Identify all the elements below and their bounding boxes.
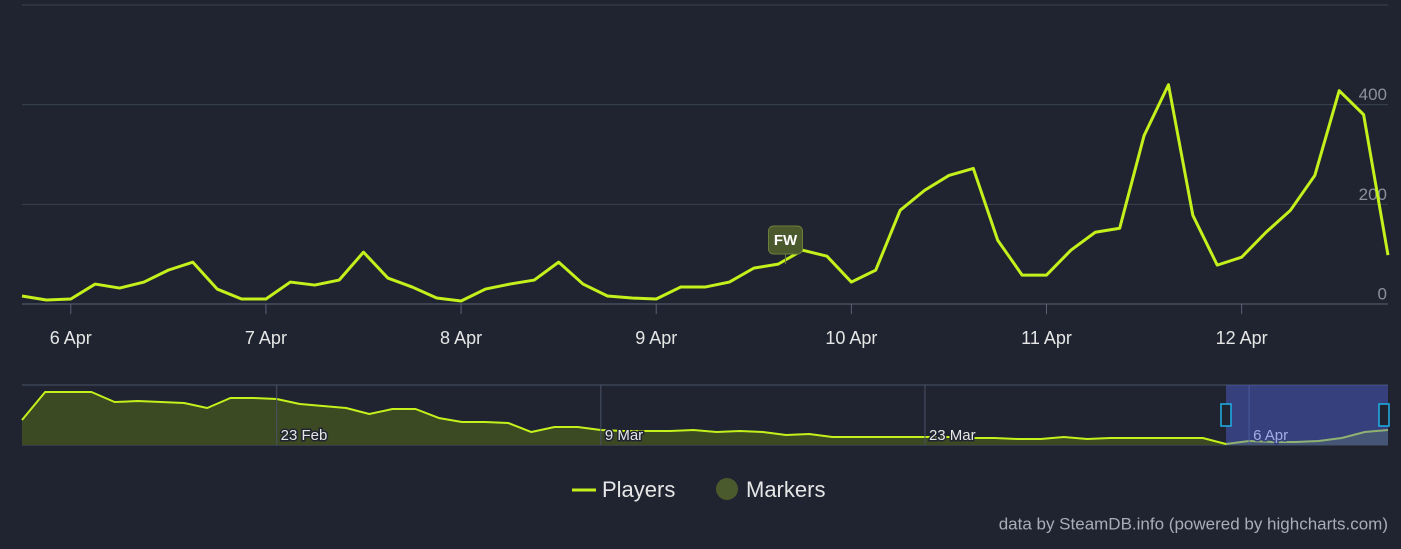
x-tick-label: 10 Apr <box>825 328 877 348</box>
line <box>21 83 1390 303</box>
navigator-handle <box>1378 403 1390 427</box>
y-tick-label: 400 <box>1359 85 1387 104</box>
navigator-handle <box>1220 403 1232 427</box>
credit[interactable]: data by SteamDB.info (powered by highcha… <box>999 514 1388 533</box>
legend-label[interactable]: Markers <box>746 477 825 502</box>
marker-label: FW <box>774 232 798 249</box>
x-tick-label: 23 Feb <box>281 427 328 444</box>
marker-flag <box>767 225 803 255</box>
legend-label[interactable]: Players <box>602 477 675 502</box>
line <box>21 390 1389 446</box>
area <box>22 391 1388 445</box>
x-tick-label: 9 Apr <box>635 328 677 348</box>
x-tick-label: 23 Mar <box>929 427 976 444</box>
x-tick-label: 6 Apr <box>1253 427 1288 444</box>
x-tick-label: 12 Apr <box>1216 328 1268 348</box>
legend-swatch <box>716 478 738 500</box>
y-tick-label: 200 <box>1359 185 1387 204</box>
x-tick-label: 11 Apr <box>1021 328 1072 348</box>
navigator-selection <box>1226 385 1388 445</box>
x-tick-label: 6 Apr <box>50 328 92 348</box>
x-tick-label: 9 Mar <box>605 427 643 444</box>
y-tick-label: 0 <box>1378 284 1387 303</box>
x-tick-label: 8 Apr <box>440 328 482 348</box>
x-tick-label: 7 Apr <box>245 328 287 348</box>
